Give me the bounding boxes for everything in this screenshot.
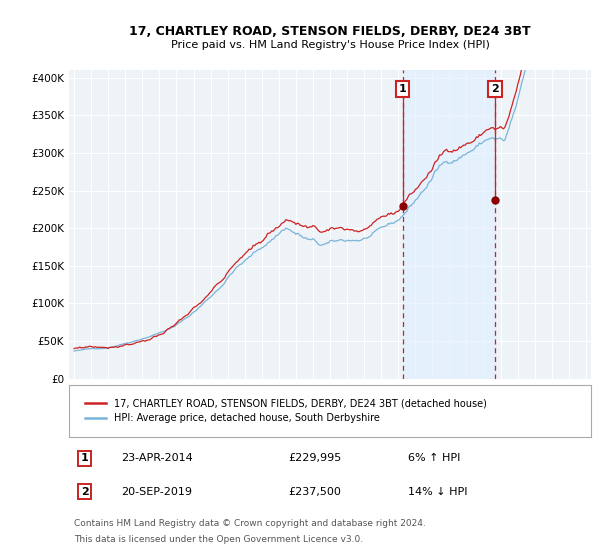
Text: £237,500: £237,500 bbox=[288, 487, 341, 497]
Text: 2: 2 bbox=[81, 487, 89, 497]
Text: 1: 1 bbox=[398, 84, 406, 94]
Text: 14% ↓ HPI: 14% ↓ HPI bbox=[409, 487, 468, 497]
Bar bbox=[403, 70, 495, 379]
Text: 6% ↑ HPI: 6% ↑ HPI bbox=[409, 454, 461, 464]
Legend: 17, CHARTLEY ROAD, STENSON FIELDS, DERBY, DE24 3BT (detached house), HPI: Averag: 17, CHARTLEY ROAD, STENSON FIELDS, DERBY… bbox=[82, 395, 490, 426]
Text: This data is licensed under the Open Government Licence v3.0.: This data is licensed under the Open Gov… bbox=[74, 535, 364, 544]
Text: 20-SEP-2019: 20-SEP-2019 bbox=[121, 487, 192, 497]
Text: 2: 2 bbox=[491, 84, 499, 94]
Text: 17, CHARTLEY ROAD, STENSON FIELDS, DERBY, DE24 3BT: 17, CHARTLEY ROAD, STENSON FIELDS, DERBY… bbox=[129, 25, 531, 38]
Text: 1: 1 bbox=[81, 454, 89, 464]
Text: Contains HM Land Registry data © Crown copyright and database right 2024.: Contains HM Land Registry data © Crown c… bbox=[74, 519, 426, 528]
Text: £229,995: £229,995 bbox=[288, 454, 341, 464]
Text: 23-APR-2014: 23-APR-2014 bbox=[121, 454, 193, 464]
Text: Price paid vs. HM Land Registry's House Price Index (HPI): Price paid vs. HM Land Registry's House … bbox=[170, 40, 490, 50]
